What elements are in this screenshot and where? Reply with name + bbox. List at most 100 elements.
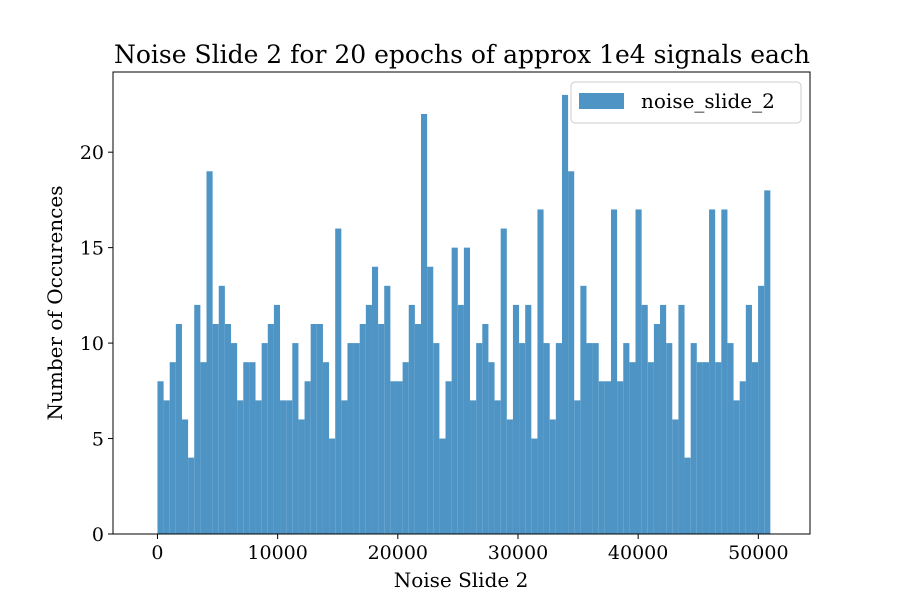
histogram-bar xyxy=(231,343,238,534)
histogram-bar xyxy=(188,457,195,534)
histogram-bar xyxy=(286,400,293,534)
histogram-bar xyxy=(561,94,569,534)
histogram-bar xyxy=(635,209,642,535)
histogram-bar xyxy=(347,343,354,534)
histogram-bar xyxy=(512,304,520,534)
histogram-bar xyxy=(175,324,182,534)
x-tick-label: 40000 xyxy=(608,542,668,564)
histogram-bar xyxy=(678,304,685,534)
bars-group xyxy=(157,94,771,535)
histogram-bar xyxy=(482,324,489,534)
histogram-bar xyxy=(237,400,244,534)
histogram-bar xyxy=(408,304,415,534)
histogram-bar xyxy=(519,343,526,534)
histogram-bar xyxy=(733,400,740,534)
histogram-bar xyxy=(353,343,360,534)
histogram-bar xyxy=(255,400,262,534)
histogram-bar xyxy=(206,171,213,535)
x-axis-ticks: 0 10000 20000 30000 40000 50000 xyxy=(151,534,789,564)
histogram-bar xyxy=(672,419,679,534)
histogram-bar xyxy=(457,304,464,534)
histogram-bar xyxy=(604,381,611,534)
histogram-bar xyxy=(739,381,746,534)
histogram-bar xyxy=(322,362,330,534)
y-tick-label: 10 xyxy=(80,333,104,355)
histogram-bar xyxy=(537,209,544,535)
histogram-bar xyxy=(371,266,379,534)
histogram-bar xyxy=(727,343,734,534)
legend-swatch xyxy=(579,93,624,109)
x-tick-label: 50000 xyxy=(728,542,788,564)
y-axis-label: Number of Occurences xyxy=(43,186,67,421)
histogram-bar xyxy=(218,285,225,534)
histogram-bar xyxy=(592,343,599,534)
histogram-bar xyxy=(715,362,722,534)
legend: noise_slide_2 xyxy=(570,81,802,124)
histogram-bar xyxy=(476,343,483,534)
histogram-bar xyxy=(261,343,268,534)
histogram-bar xyxy=(580,285,587,534)
histogram-bar xyxy=(402,362,409,534)
histogram-bar xyxy=(500,228,507,534)
histogram-bar xyxy=(224,324,232,534)
histogram-bar xyxy=(427,266,434,534)
histogram-bar xyxy=(629,362,636,534)
histogram-bar xyxy=(316,324,323,534)
histogram-bar xyxy=(433,343,440,534)
histogram-bar xyxy=(568,171,575,535)
histogram-bar xyxy=(653,324,661,534)
histogram-bar xyxy=(341,400,348,534)
histogram-bar xyxy=(273,304,281,534)
histogram-bar xyxy=(414,324,422,534)
histogram-bar xyxy=(610,209,618,535)
histogram-bar xyxy=(494,400,501,534)
x-tick-label: 20000 xyxy=(368,542,428,564)
histogram-bar xyxy=(163,400,170,534)
histogram-bar xyxy=(543,343,550,534)
histogram-bar xyxy=(181,419,189,534)
histogram-bar xyxy=(684,457,691,534)
histogram-bar xyxy=(721,209,728,535)
histogram-bar xyxy=(378,324,385,534)
histogram-bar xyxy=(243,362,250,534)
y-tick-label: 20 xyxy=(80,142,104,164)
y-tick-label: 15 xyxy=(80,238,104,260)
histogram-bar xyxy=(298,419,305,534)
histogram-bar xyxy=(617,381,624,534)
histogram-bar xyxy=(764,190,771,534)
legend-label: noise_slide_2 xyxy=(641,89,775,113)
histogram-bar xyxy=(702,362,710,534)
histogram-bar xyxy=(445,381,452,534)
x-axis-label: Noise Slide 2 xyxy=(394,568,529,592)
histogram-bar xyxy=(249,362,256,534)
histogram-bar xyxy=(451,247,458,535)
histogram-bar xyxy=(390,381,397,534)
plot-area-frame xyxy=(112,71,811,535)
histogram-bar xyxy=(758,285,765,534)
histogram-bar xyxy=(200,362,207,534)
histogram-bar xyxy=(709,209,716,535)
legend-box xyxy=(570,81,802,124)
x-tick-label: 0 xyxy=(151,542,163,564)
histogram-bar xyxy=(598,381,605,534)
histogram-bar xyxy=(267,324,274,534)
histogram-bar xyxy=(421,114,428,534)
chart-title: Noise Slide 2 for 20 epochs of approx 1e… xyxy=(114,40,810,69)
histogram-bar xyxy=(531,438,538,534)
histogram-bar xyxy=(660,304,667,534)
histogram-bar xyxy=(555,343,562,534)
histogram-bar xyxy=(396,381,403,534)
histogram-bar xyxy=(647,362,654,534)
y-tick-label: 0 xyxy=(92,524,104,546)
histogram-bar xyxy=(488,362,495,534)
histogram-bar xyxy=(574,400,581,534)
y-tick-label: 5 xyxy=(92,429,104,451)
histogram-bar xyxy=(470,400,477,534)
histogram-bar xyxy=(751,362,759,534)
histogram-bar xyxy=(696,362,703,534)
x-tick-label: 10000 xyxy=(247,542,307,564)
histogram-bar xyxy=(359,324,366,534)
histogram-bar xyxy=(641,304,648,534)
histogram-bar xyxy=(157,381,164,534)
